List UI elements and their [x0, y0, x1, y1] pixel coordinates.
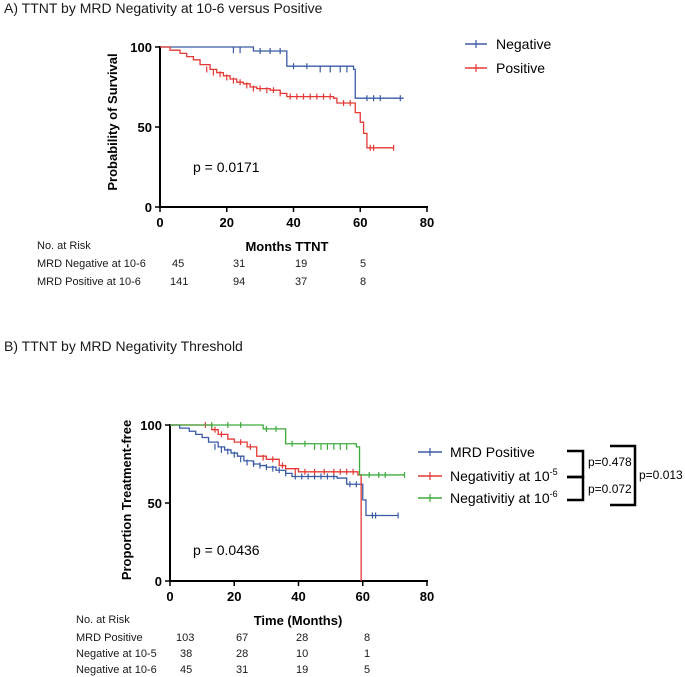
panel-a-x-tick-label: 20	[220, 215, 234, 230]
panel-b-risk-value: 28	[236, 648, 249, 660]
panel-b-series-line	[170, 424, 405, 476]
bracket-neg5-vs-neg6	[567, 475, 585, 502]
legend-label-neg5-exponent: -5	[550, 467, 558, 477]
panel-a-risk-value: 5	[360, 258, 367, 270]
panel-b-risk-value: 103	[176, 632, 195, 644]
panel-b-x-tick-label: 20	[227, 589, 241, 604]
panel-a-risk-value: 31	[233, 258, 246, 270]
panel-a-risk-label-positive: MRD Positive at 10-6	[37, 276, 141, 288]
panel-b-risk-value: 67	[236, 632, 249, 644]
panel-b-risk-value: 38	[180, 648, 193, 660]
panel-b-x-tick-label: 0	[166, 589, 173, 604]
panel-b-risk-value: 1	[364, 648, 371, 660]
panel-a-risk-header: No. at Risk	[37, 240, 91, 252]
panel-b-x-tick-label: 60	[356, 589, 370, 604]
comparison-p-positive-vs-neg6: p=0.013	[639, 468, 683, 482]
legend-label-positive: Positive	[496, 60, 545, 76]
panel-b-title: B) TTNT by MRD Negativity Threshold	[4, 338, 243, 354]
panel-a-series-line	[160, 46, 394, 149]
panel-a-legend: Negative Positive	[465, 36, 551, 76]
panel-b-ylabel: Proportion Treatment-free	[119, 420, 134, 580]
panel-b-x-tick-label: 80	[420, 589, 434, 604]
panel-b-legend: MRD Positive Negativitiy at 10-5 Negativ…	[418, 444, 558, 506]
panel-a-x-tick-label: 60	[353, 215, 367, 230]
legend-label-mrd-positive: MRD Positive	[450, 444, 535, 460]
panel-a-risk-label-negative: MRD Negative at 10-6	[37, 258, 146, 270]
panel-a-risk-value: 8	[360, 276, 367, 288]
legend-label-negative: Negative	[496, 36, 551, 52]
panel-b-series-line	[170, 424, 399, 517]
panel-b-y-tick-label: 100	[140, 418, 162, 433]
panel-b-axes	[169, 424, 428, 582]
panel-b-risk-value: 19	[296, 664, 309, 676]
panel-a-series-line	[160, 46, 404, 99]
panel-a-axes	[159, 46, 428, 208]
panel-b-x-tick-label: 40	[291, 589, 305, 604]
panel-a-xlabel: Months TTNT	[245, 239, 328, 254]
panel-b-risk-label-positive: MRD Positive	[76, 632, 143, 644]
panel-b-risk-value: 5	[364, 664, 371, 676]
panel-a-x-tick-label: 0	[156, 215, 163, 230]
panel-a-ylabel: Probability of Survival	[105, 53, 120, 190]
legend-label-neg6-exponent: -6	[550, 489, 558, 499]
panel-a-title: A) TTNT by MRD Negativity at 10-6 versus…	[4, 0, 323, 16]
panel-b-xlabel: Time (Months)	[254, 613, 343, 628]
panel-b-risk-label-neg6: Negative at 10-6	[76, 664, 157, 676]
panel-b-risk-value: 8	[364, 632, 371, 644]
panel-b-y-tick-label: 50	[148, 496, 162, 511]
panel-a-pvalue: p = 0.0171	[193, 159, 260, 175]
panel-b-risk-value: 45	[180, 664, 193, 676]
panel-a-risk-value: 19	[295, 258, 308, 270]
panel-a-risk-value: 37	[295, 276, 308, 288]
bracket-positive-vs-neg5	[567, 449, 585, 479]
legend-label-neg5: Negativitiy at 10-5	[450, 467, 558, 484]
panel-b-risk-label-neg5: Negative at 10-5	[76, 648, 157, 660]
panel-a-risk-value: 94	[233, 276, 246, 288]
comparison-p-positive-vs-neg5: p=0.478	[588, 455, 632, 469]
panel-a-risk-value: 45	[172, 258, 185, 270]
panel-a-x-tick-label: 80	[420, 215, 434, 230]
panel-b-risk-value: 10	[296, 648, 309, 660]
panel-a-risk-value: 141	[170, 276, 189, 288]
legend-label-neg5-base: Negativitiy at 10	[450, 468, 550, 484]
panel-a-y-tick-label: 50	[138, 120, 152, 135]
panel-b-risk-value: 28	[296, 632, 309, 644]
panel-b-risk-header: No. at Risk	[76, 614, 130, 626]
panel-b-pvalue: p = 0.0436	[193, 542, 260, 558]
legend-label-neg6-base: Negativitiy at 10	[450, 490, 550, 506]
comparison-brackets	[567, 444, 637, 507]
comparison-p-neg5-vs-neg6: p=0.072	[588, 482, 632, 496]
panel-a-y-tick-label: 0	[145, 200, 152, 215]
panel-a-y-tick-label: 100	[130, 40, 152, 55]
panel-a-x-tick-label: 40	[286, 215, 300, 230]
bracket-positive-vs-neg6	[610, 444, 637, 507]
panel-b-y-tick-label: 0	[155, 574, 162, 589]
legend-label-neg6: Negativitiy at 10-6	[450, 489, 558, 506]
panel-b-risk-value: 31	[236, 664, 249, 676]
